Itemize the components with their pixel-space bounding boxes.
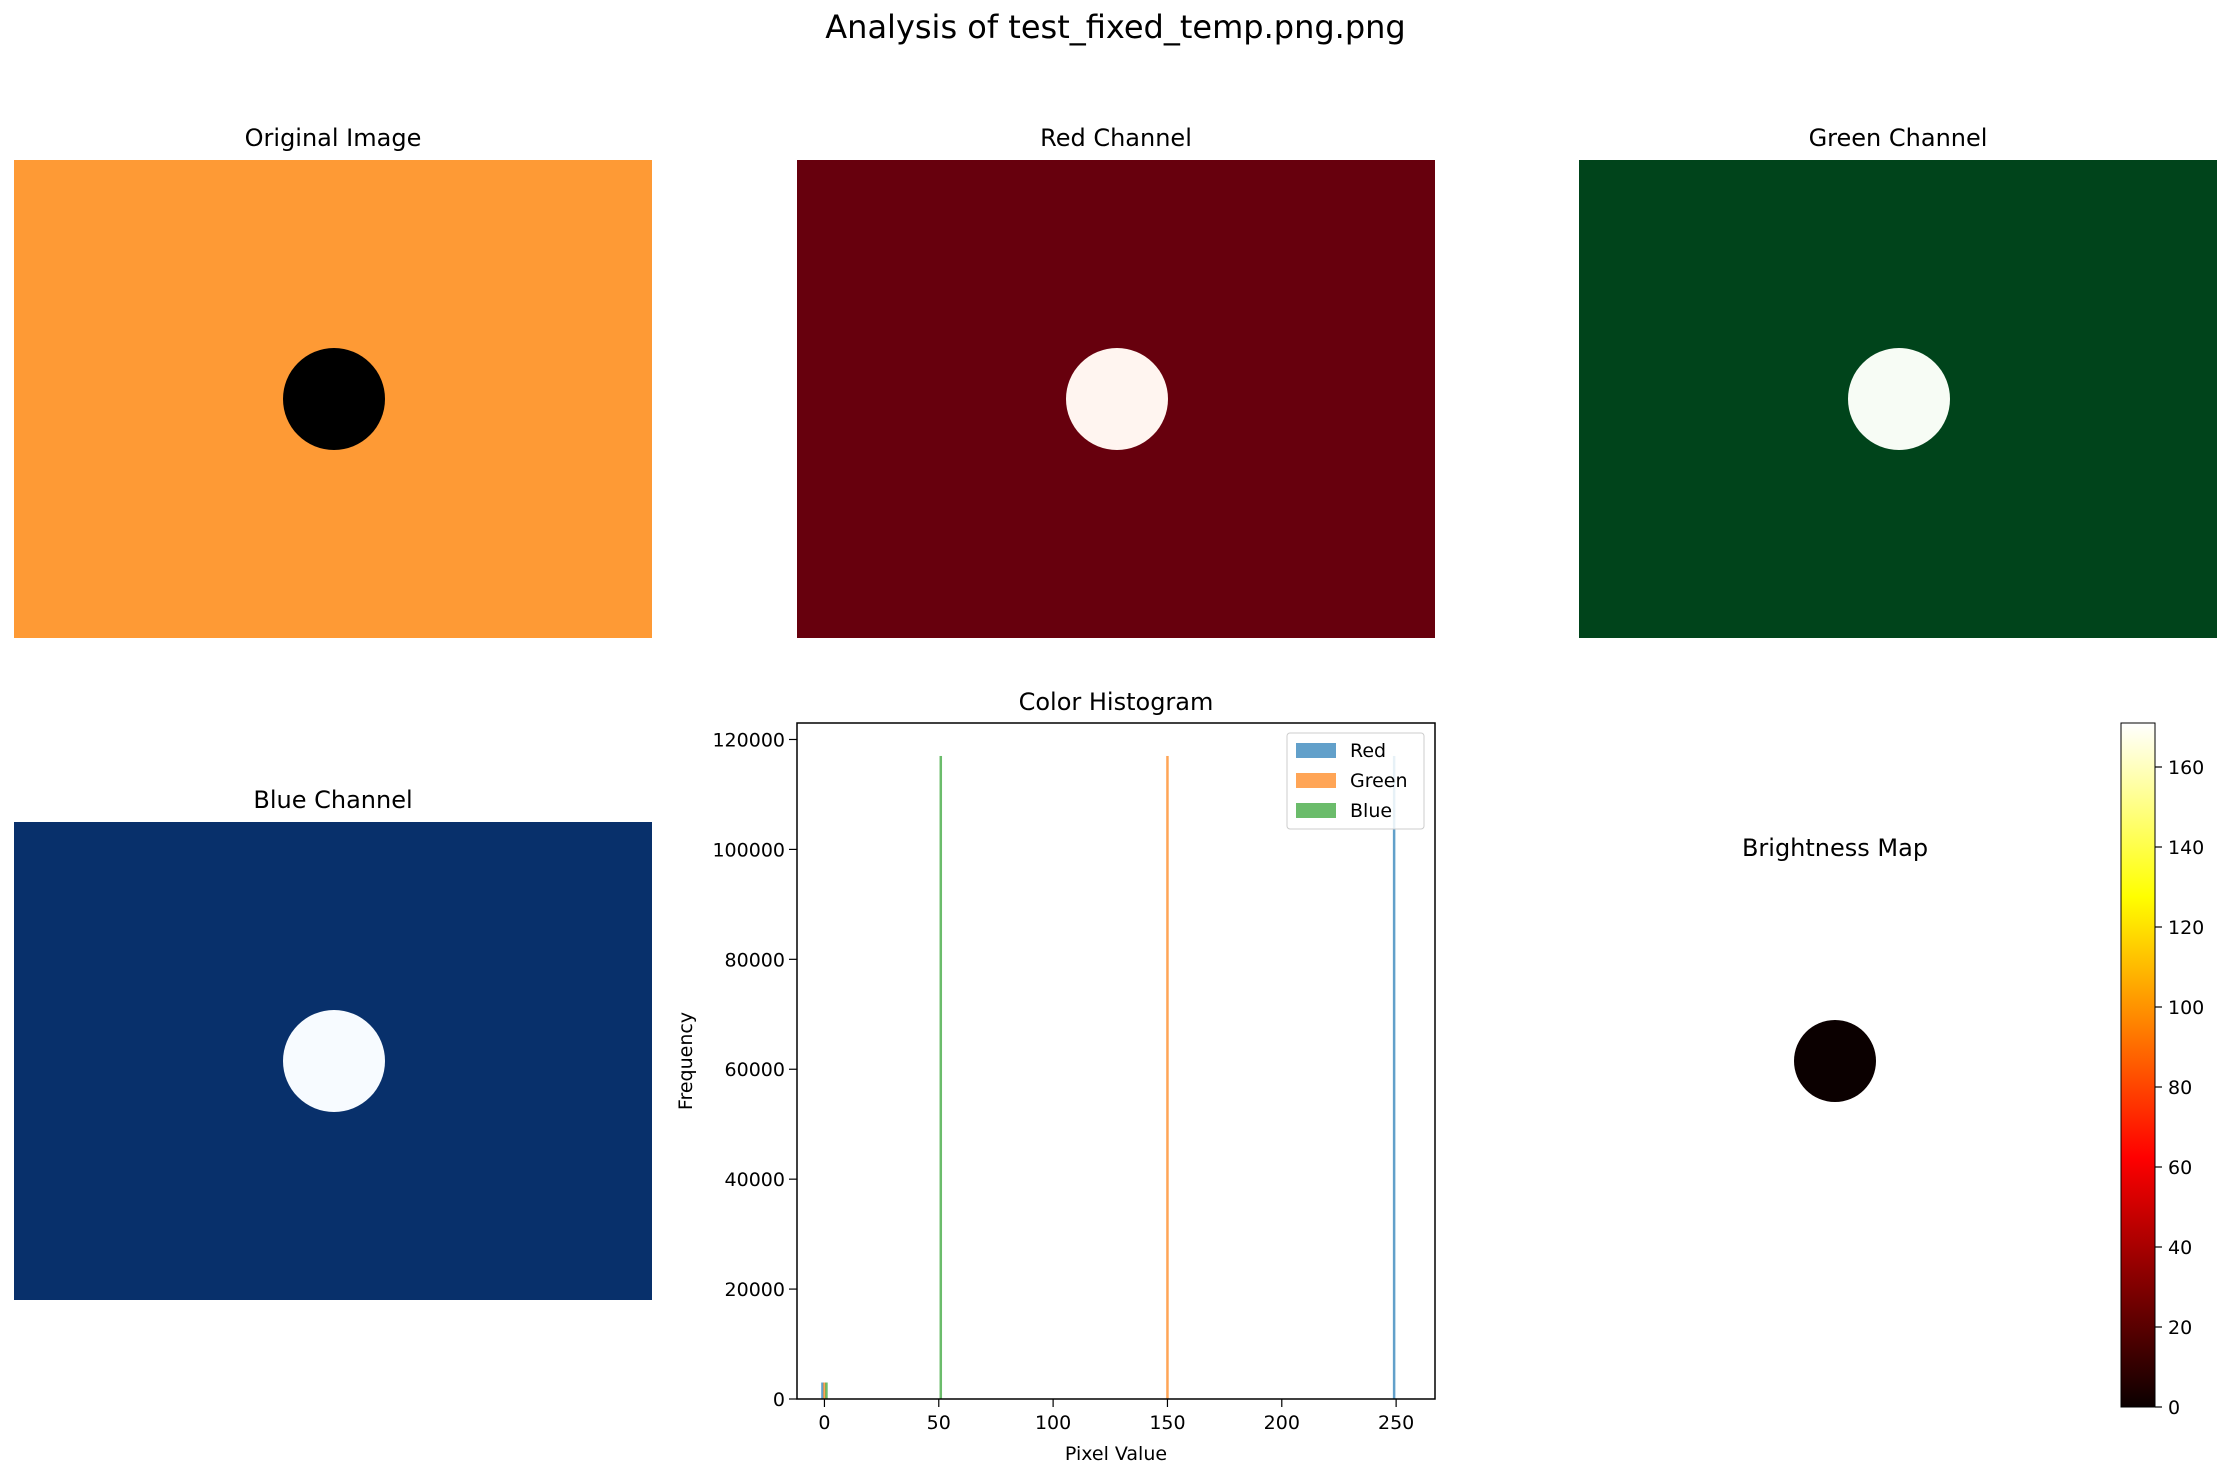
- histogram-y-tick-label: 40000: [725, 1169, 785, 1191]
- brightness-map-circle: [1794, 1020, 1876, 1102]
- colorbar-tick-label: 40: [2168, 1237, 2192, 1259]
- histogram-x-tick-label: 200: [1264, 1412, 1300, 1434]
- green-channel-title: Green Channel: [1808, 124, 1988, 152]
- color-histogram: 0 50 100 150 200 250 0 20000 40000 60000 80000 100…: [675, 722, 1436, 1465]
- histogram-x-tick-label: 50: [927, 1412, 951, 1434]
- histogram-x-label: Pixel Value: [1065, 1443, 1167, 1465]
- green-channel-circle: [1848, 348, 1950, 450]
- colorbar-tick-label: 80: [2168, 1077, 2192, 1099]
- histogram-y-tick-label: 120000: [712, 729, 785, 751]
- legend-swatch-red: [1296, 743, 1336, 758]
- colorbar-tick-label: 100: [2168, 997, 2204, 1019]
- legend-label-red: Red: [1350, 740, 1386, 762]
- brightness-colorbar: 0 20 40 60 80 100 120 140 160: [2120, 722, 2204, 1415]
- colorbar-tick-label: 0: [2168, 1397, 2180, 1415]
- histogram-y-tick-label: 0: [773, 1389, 785, 1411]
- original-image-title: Original Image: [244, 124, 422, 152]
- histogram-bar-red: [1392, 755, 1396, 1399]
- histogram-y-tick-label: 60000: [725, 1059, 785, 1081]
- colorbar-tick-label: 160: [2168, 757, 2204, 779]
- histogram-bar-red: [821, 1382, 824, 1399]
- legend-label-green: Green: [1350, 770, 1408, 792]
- legend-swatch-blue: [1296, 803, 1336, 818]
- histogram-bar-green: [823, 1382, 826, 1399]
- red-channel-circle: [1066, 348, 1168, 450]
- legend-label-blue: Blue: [1350, 800, 1392, 822]
- colorbar-tick-label: 60: [2168, 1157, 2192, 1179]
- histogram-title: Color Histogram: [1018, 688, 1214, 716]
- histogram-axes-frame: [796, 722, 1436, 1400]
- histogram-y-tick-label: 100000: [712, 839, 785, 861]
- histogram-bar-green: [1166, 755, 1169, 1399]
- histogram-y-tick-label: 80000: [725, 949, 785, 971]
- green-channel-image: [1579, 160, 2217, 638]
- red-channel-image: [797, 160, 1435, 638]
- original-image: [14, 160, 652, 638]
- figure-title: Analysis of test_fixed_temp.png.png: [825, 8, 1406, 46]
- colorbar-tick-label: 140: [2168, 837, 2204, 859]
- legend-swatch-green: [1296, 773, 1336, 788]
- original-image-circle: [283, 348, 385, 450]
- brightness-map-image: [1579, 870, 2091, 1252]
- histogram-bar-blue: [825, 1382, 828, 1399]
- blue-channel-title: Blue Channel: [253, 786, 413, 814]
- histogram-y-label: Frequency: [675, 1012, 697, 1110]
- blue-channel-circle: [283, 1010, 385, 1112]
- histogram-x-tick-label: 250: [1378, 1412, 1414, 1434]
- histogram-x-tick-label: 0: [818, 1412, 830, 1434]
- histogram-y-tick-label: 20000: [725, 1279, 785, 1301]
- histogram-x-tick-label: 100: [1035, 1412, 1071, 1434]
- colorbar-tick-label: 20: [2168, 1317, 2192, 1339]
- red-channel-title: Red Channel: [1040, 124, 1192, 152]
- histogram-legend: Red Green Blue: [1286, 732, 1425, 830]
- histogram-x-tick-label: 150: [1149, 1412, 1185, 1434]
- brightness-map-title: Brightness Map: [1741, 834, 1929, 862]
- colorbar-gradient: [2120, 722, 2156, 1408]
- blue-channel-image: [14, 822, 652, 1300]
- histogram-bar-blue: [939, 755, 943, 1399]
- colorbar-tick-label: 120: [2168, 917, 2204, 939]
